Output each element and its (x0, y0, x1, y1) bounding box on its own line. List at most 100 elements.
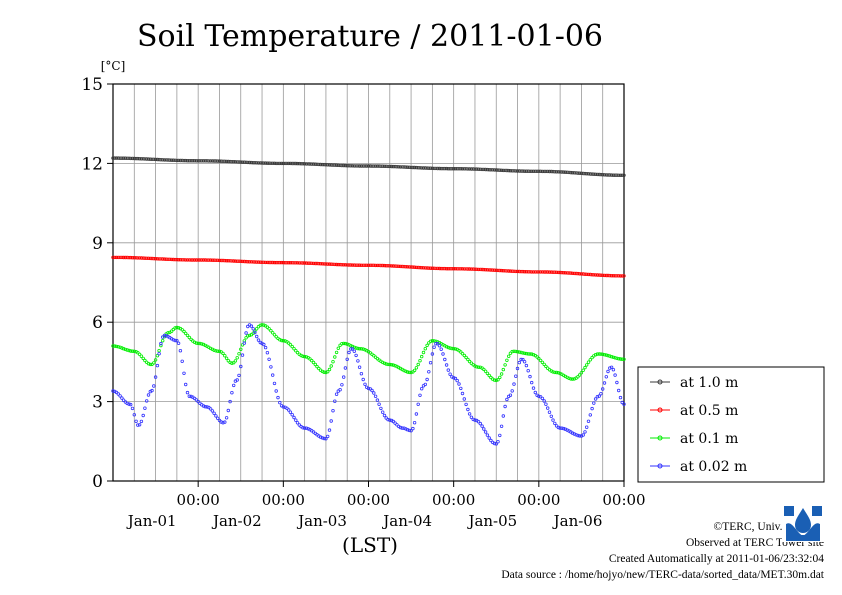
data-point (352, 345, 356, 349)
data-point (342, 163, 346, 168)
data-point (453, 166, 458, 171)
data-point (164, 158, 168, 162)
data-point (373, 164, 378, 168)
data-point (123, 347, 128, 352)
data-point (251, 331, 255, 335)
data-point (512, 382, 516, 386)
data-point (528, 374, 532, 379)
data-point (361, 377, 365, 382)
data-point (443, 166, 447, 171)
data-point (602, 353, 607, 357)
data-point (613, 373, 617, 377)
data-point (437, 344, 442, 348)
data-point (441, 166, 445, 171)
data-point (182, 371, 186, 375)
data-point (386, 264, 390, 268)
data-point (535, 169, 539, 173)
data-point (136, 423, 140, 427)
data-point (281, 339, 285, 343)
data-point (467, 267, 472, 271)
data-point (409, 429, 413, 433)
data-point (522, 270, 527, 274)
data-point (354, 353, 358, 358)
data-point (439, 347, 443, 351)
data-point (196, 341, 200, 346)
data-point (530, 352, 534, 356)
data-point (446, 166, 450, 171)
data-point (537, 270, 541, 274)
data-point (553, 370, 557, 375)
data-point (183, 331, 188, 336)
data-point (599, 392, 603, 396)
data-point (251, 327, 255, 331)
data-point (343, 163, 348, 168)
data-point (361, 263, 365, 267)
data-point (205, 258, 209, 262)
data-point (361, 347, 365, 351)
data-point (620, 400, 624, 405)
data-point (599, 273, 603, 277)
data-point (255, 161, 259, 165)
data-point (560, 270, 564, 275)
data-point (113, 344, 117, 348)
data-point (357, 263, 362, 267)
data-point (404, 369, 408, 373)
data-point (514, 349, 518, 354)
data-point (237, 160, 241, 164)
data-point (533, 169, 537, 173)
legend-label: at 0.5 m (680, 403, 738, 419)
data-point (283, 261, 287, 265)
data-point (420, 354, 424, 359)
data-point (334, 350, 339, 355)
data-point (377, 164, 381, 168)
data-point (384, 164, 388, 168)
data-point (240, 259, 245, 264)
data-point (262, 342, 266, 347)
data-point (389, 264, 394, 268)
data-point (482, 427, 486, 431)
data-point (593, 172, 598, 176)
data-point (352, 349, 356, 353)
data-point (492, 441, 497, 446)
data-point (554, 370, 559, 375)
data-point (460, 352, 465, 356)
data-point (214, 414, 218, 418)
data-point (434, 266, 438, 271)
data-point (159, 343, 163, 348)
data-point (120, 156, 124, 160)
data-point (363, 164, 367, 168)
data-point (407, 428, 411, 433)
data-point (618, 173, 623, 177)
data-point (404, 427, 408, 431)
data-point (609, 274, 614, 278)
data-point (489, 168, 493, 172)
data-point (478, 267, 482, 272)
data-point (212, 348, 216, 352)
data-point (182, 158, 186, 163)
data-point (342, 375, 346, 379)
data-point (315, 364, 319, 369)
data-point (175, 325, 179, 330)
data-point (601, 273, 605, 277)
data-point (521, 169, 525, 173)
data-point (405, 370, 410, 374)
data-point (114, 344, 119, 349)
data-point (356, 263, 360, 267)
data-point (127, 348, 131, 353)
data-point (224, 159, 229, 164)
data-point (386, 417, 390, 422)
data-point (382, 361, 387, 365)
data-point (414, 412, 419, 416)
y-tick-label: 15 (81, 75, 103, 95)
data-point (400, 426, 404, 430)
data-point (345, 163, 349, 168)
data-point (370, 164, 374, 168)
data-point (418, 265, 422, 270)
data-point (271, 331, 275, 335)
data-point (343, 341, 348, 346)
data-point (404, 165, 408, 169)
data-point (524, 169, 529, 173)
data-point (393, 164, 397, 169)
data-point (132, 256, 136, 260)
data-point (137, 156, 142, 161)
